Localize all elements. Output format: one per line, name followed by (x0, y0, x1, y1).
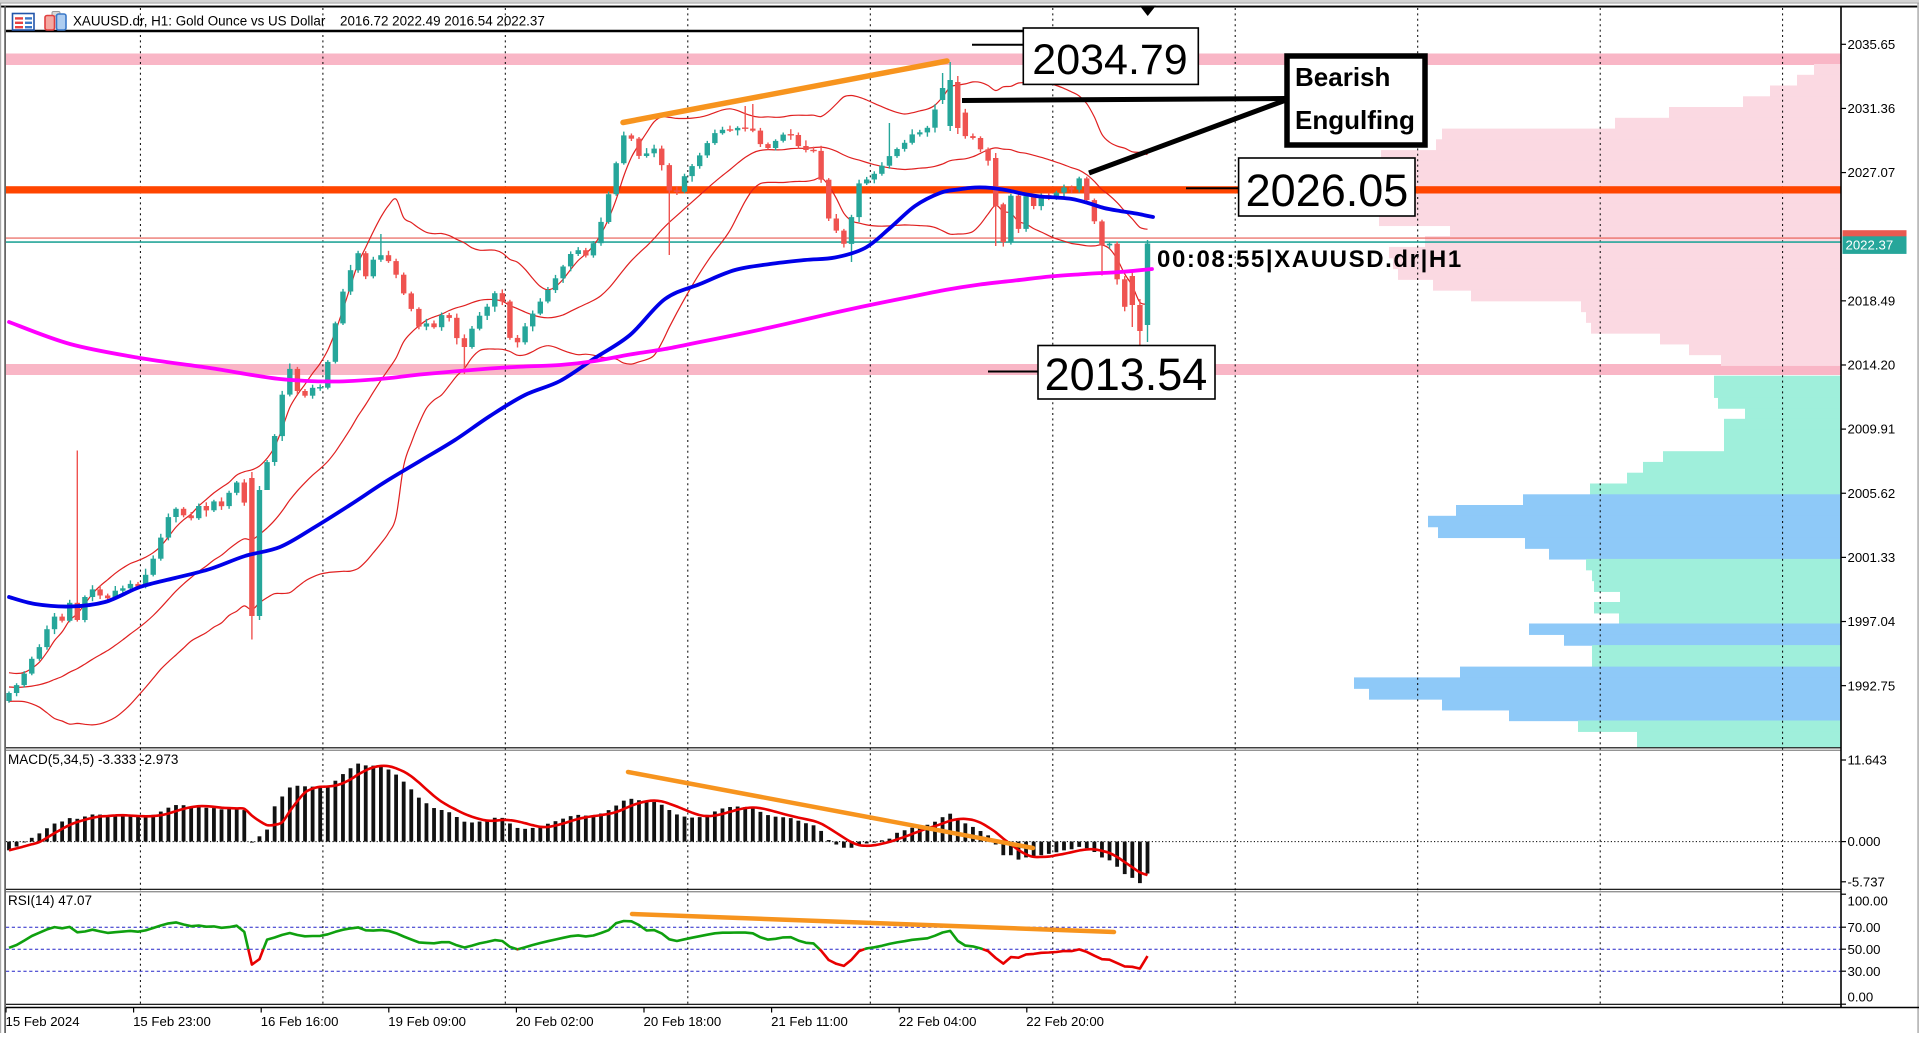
svg-text:2016.72 2022.49 2016.54 2022.3: 2016.72 2022.49 2016.54 2022.37 (340, 14, 545, 29)
svg-text:XAUUSD.dr, H1: Gold Ounce vs: XAUUSD.dr, H1: Gold Ounce vs US Dollar (73, 14, 326, 29)
svg-text:15 Feb 23:00: 15 Feb 23:00 (133, 1014, 211, 1029)
svg-text:22 Feb 04:00: 22 Feb 04:00 (899, 1014, 977, 1029)
svg-text:100.00: 100.00 (1848, 894, 1888, 909)
svg-text:22 Feb 20:00: 22 Feb 20:00 (1026, 1014, 1104, 1029)
svg-text:Bearish: Bearish (1295, 62, 1390, 92)
svg-text:2035.65: 2035.65 (1848, 37, 1896, 52)
svg-text:2022.37: 2022.37 (1846, 238, 1894, 253)
svg-text:2005.62: 2005.62 (1848, 486, 1896, 501)
svg-text:15 Feb 2024: 15 Feb 2024 (6, 1014, 80, 1029)
svg-text:2013.54: 2013.54 (1045, 349, 1208, 400)
svg-text:2026.05: 2026.05 (1246, 165, 1409, 216)
svg-text:2009.91: 2009.91 (1848, 422, 1896, 437)
svg-text:1997.04: 1997.04 (1848, 614, 1896, 629)
svg-text:RSI(14) 47.07: RSI(14) 47.07 (8, 893, 92, 908)
svg-text:2027.07: 2027.07 (1848, 165, 1896, 180)
svg-text:0.00: 0.00 (1848, 990, 1874, 1005)
svg-text:11.643: 11.643 (1848, 753, 1887, 768)
svg-text:0.000: 0.000 (1848, 834, 1881, 849)
svg-text:30.00: 30.00 (1848, 964, 1881, 979)
svg-text:1992.75: 1992.75 (1848, 678, 1896, 693)
svg-text:20 Feb 02:00: 20 Feb 02:00 (516, 1014, 594, 1029)
svg-text:2014.20: 2014.20 (1848, 358, 1896, 373)
svg-text:21 Feb 11:00: 21 Feb 11:00 (771, 1014, 848, 1029)
svg-text:00:08:55|XAUUSD.dr|H1: 00:08:55|XAUUSD.dr|H1 (1157, 246, 1463, 273)
svg-text:2034.79: 2034.79 (1032, 36, 1187, 84)
svg-text:19 Feb 09:00: 19 Feb 09:00 (388, 1014, 466, 1029)
svg-text:2018.49: 2018.49 (1848, 293, 1896, 308)
svg-text:-5.737: -5.737 (1848, 874, 1885, 889)
svg-text:16 Feb 16:00: 16 Feb 16:00 (261, 1014, 339, 1029)
svg-text:2031.36: 2031.36 (1848, 101, 1896, 116)
svg-text:50.00: 50.00 (1848, 942, 1881, 957)
svg-text:20 Feb 18:00: 20 Feb 18:00 (644, 1014, 722, 1029)
svg-text:Engulfing: Engulfing (1295, 105, 1415, 135)
svg-text:2001.33: 2001.33 (1848, 550, 1896, 565)
svg-text:70.00: 70.00 (1848, 920, 1881, 935)
svg-text:MACD(5,34,5) -3.333 -2.973: MACD(5,34,5) -3.333 -2.973 (8, 752, 178, 767)
